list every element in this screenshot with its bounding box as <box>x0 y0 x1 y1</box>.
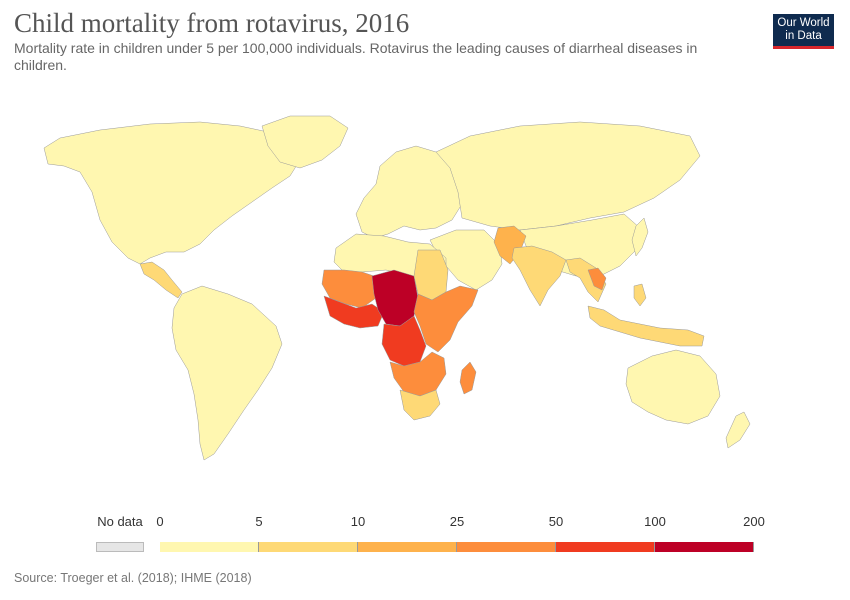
legend-bin-50-100[interactable] <box>556 542 655 552</box>
region-india[interactable] <box>511 245 567 307</box>
region-sahel-west[interactable] <box>321 269 377 309</box>
chart-title: Child mortality from rotavirus, 2016 <box>14 8 410 38</box>
legend-bin-5-10[interactable] <box>259 542 358 552</box>
source-note: Source: Troeger et al. (2018); IHME (201… <box>14 571 252 585</box>
owid-logo[interactable]: Our World in Data <box>773 14 834 49</box>
world-map <box>43 115 751 461</box>
legend-tick-label: 50 <box>548 514 564 529</box>
logo-line-2: in Data <box>785 30 822 42</box>
region-madagascar[interactable] <box>459 361 477 395</box>
region-japan[interactable] <box>631 217 649 257</box>
region-sudan[interactable] <box>413 249 449 301</box>
region-south-america[interactable] <box>171 285 283 461</box>
region-new-zealand[interactable] <box>725 411 751 449</box>
legend-tick-label: 200 <box>743 514 765 529</box>
legend-tick-label: 10 <box>350 514 366 529</box>
region-west-africa-coast[interactable] <box>323 295 385 329</box>
region-central-africa[interactable] <box>381 315 427 367</box>
region-indonesia[interactable] <box>587 305 705 347</box>
legend-bin-25-50[interactable] <box>457 542 556 552</box>
region-east-africa[interactable] <box>413 285 479 353</box>
legend-bin-10-25[interactable] <box>358 542 457 552</box>
logo-line-1: Our World <box>777 17 830 29</box>
region-greenland[interactable] <box>261 115 349 169</box>
color-legend: No data 0 5 10 25 50 100 200 <box>0 505 850 565</box>
legend-tick-label: 5 <box>255 514 263 529</box>
legend-no-data-label: No data <box>97 514 143 529</box>
region-laos-cambodia[interactable] <box>587 267 607 291</box>
legend-no-data-swatch <box>96 542 144 552</box>
legend-bin-0-5[interactable] <box>160 542 259 552</box>
region-southern-africa[interactable] <box>389 351 447 397</box>
legend-bin-100-200[interactable] <box>655 542 754 552</box>
region-south-africa[interactable] <box>399 389 441 421</box>
region-australia[interactable] <box>625 349 721 425</box>
legend-tick-label: 100 <box>644 514 666 529</box>
chart-subtitle: Mortality rate in children under 5 per 1… <box>14 40 698 73</box>
legend-tick-label: 0 <box>156 514 164 529</box>
region-central-america[interactable] <box>139 261 183 299</box>
region-north-america[interactable] <box>43 121 301 265</box>
legend-tick-label: 25 <box>449 514 465 529</box>
region-russia[interactable] <box>435 121 701 231</box>
region-philippines[interactable] <box>633 283 647 307</box>
